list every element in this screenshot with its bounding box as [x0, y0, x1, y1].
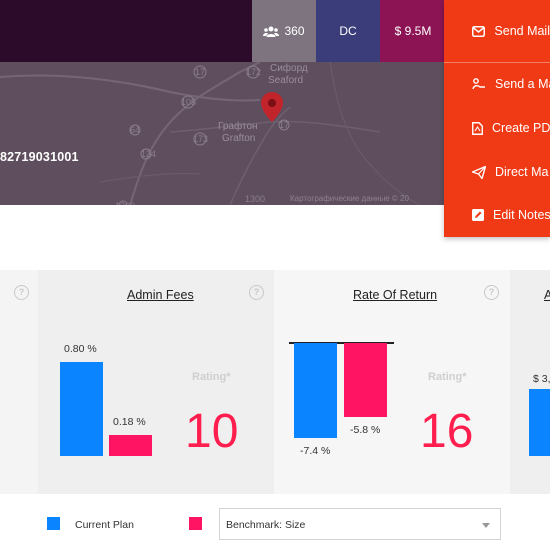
benchmark-select-value: Benchmark: Size	[226, 519, 306, 531]
map-attribution: Картографические данные © 20	[290, 194, 409, 203]
menu-item-label: Create PD	[492, 121, 550, 135]
bar-benchmark	[109, 434, 152, 456]
card-title[interactable]: A	[544, 288, 550, 302]
bar-current-plan	[60, 362, 103, 456]
card-title[interactable]: Admin Fees	[127, 288, 194, 302]
actions-menu: Send Mail Send a Ma Create PD Direct Ma …	[444, 0, 550, 237]
metric-card-partial	[510, 270, 550, 494]
bar-value-label: -5.8 %	[350, 424, 381, 437]
rating-value: 10	[185, 405, 239, 458]
state-chip[interactable]: DC	[316, 0, 380, 62]
state-label: DC	[339, 24, 357, 38]
legend-label-current-plan: Current Plan	[75, 519, 134, 531]
route-label: 105	[181, 97, 197, 107]
send-icon	[472, 165, 486, 179]
place-label: Seaford	[268, 75, 304, 86]
mail-icon	[472, 24, 486, 38]
bar-value-label: $ 3,	[533, 373, 550, 385]
route-label: 17	[195, 67, 206, 77]
bar-current-plan	[529, 389, 550, 456]
menu-item-direct-mail[interactable]: Direct Ma	[444, 150, 550, 194]
menu-item-label: Edit Notes	[493, 208, 550, 222]
help-icon[interactable]: ?	[484, 285, 499, 300]
menu-item-edit-notes[interactable]: Edit Notes	[444, 193, 550, 237]
menu-item-send-mail[interactable]: Send Mail	[444, 9, 550, 53]
chevron-down-icon	[482, 523, 490, 528]
menu-item-send-a-mail[interactable]: Send a Ma	[444, 62, 550, 106]
amount-chip[interactable]: $ 9.5M	[380, 0, 444, 62]
bar-value-label: -7.4 %	[300, 445, 331, 457]
route-label: 17	[279, 120, 290, 130]
bar-value-label: 0.80 %	[64, 343, 97, 355]
rating-label: Rating*	[428, 371, 467, 383]
place-label: Сифорд	[270, 63, 308, 74]
menu-item-create-pdf[interactable]: Create PD	[444, 106, 550, 150]
edit-icon	[472, 208, 484, 222]
menu-item-label: Send Mail	[494, 24, 550, 38]
users-count: 360	[284, 24, 305, 38]
rating-value: 16	[420, 405, 474, 458]
map-pin-icon	[261, 92, 283, 122]
bar-benchmark	[344, 343, 387, 418]
place-label: Графтон	[218, 121, 258, 132]
plan-id: 82719031001	[0, 150, 79, 164]
menu-item-label: Send a Ma	[495, 77, 550, 91]
benchmark-select[interactable]: Benchmark: Size	[219, 508, 501, 540]
map-roads	[0, 62, 421, 205]
route-label: 172	[246, 67, 262, 77]
help-icon[interactable]: ?	[249, 285, 264, 300]
route-label: 1200	[115, 202, 135, 206]
legend-swatch-benchmark	[189, 517, 202, 530]
metric-card-partial	[0, 270, 38, 494]
route-label: 173	[193, 134, 209, 144]
users-icon	[263, 26, 280, 37]
route-label: 64	[130, 125, 141, 135]
route-label: 134	[141, 149, 157, 159]
chart-baseline	[289, 342, 394, 344]
help-icon[interactable]: ?	[14, 285, 29, 300]
route-label: 1300	[245, 194, 266, 204]
users-count-chip[interactable]: 360	[252, 0, 316, 62]
map-view[interactable]: 17 172 105 64 173 134 17 1300 1200 Сифор…	[0, 62, 444, 205]
menu-item-label: Direct Ma	[495, 165, 549, 179]
pdf-icon	[472, 121, 483, 135]
rating-label: Rating*	[192, 371, 231, 383]
bar-value-label: 0.18 %	[113, 415, 146, 428]
legend-swatch-current-plan	[47, 517, 60, 530]
place-label: Grafton	[222, 133, 256, 144]
bar-current-plan	[294, 343, 337, 438]
handshake-icon	[472, 77, 486, 91]
card-title[interactable]: Rate Of Return	[353, 288, 438, 302]
menu-divider	[444, 62, 550, 63]
amount-label: $ 9.5M	[394, 24, 432, 38]
